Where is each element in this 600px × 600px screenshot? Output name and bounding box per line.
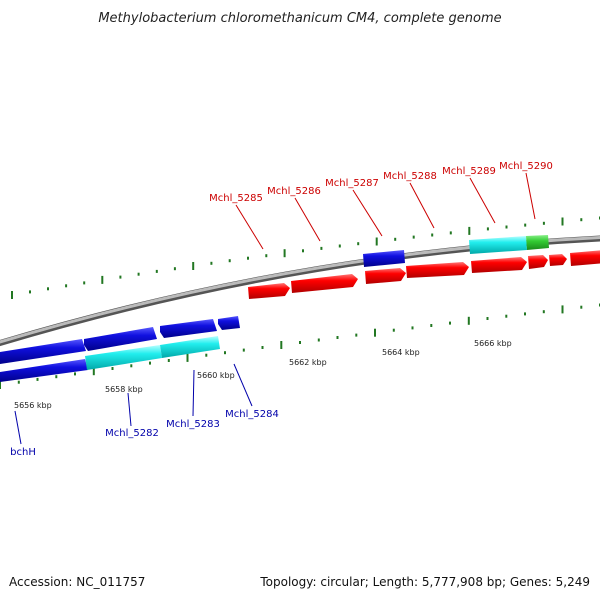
gene-reverse[interactable] <box>0 359 88 382</box>
kbp-label: 5662 kbp <box>289 358 327 367</box>
gene-highlight[interactable] <box>160 336 220 358</box>
gene-label-mchl-5289[interactable]: Mchl_5289 <box>442 166 496 177</box>
gene-highlight[interactable] <box>85 345 162 370</box>
gene-forward[interactable] <box>406 262 469 278</box>
forward-gene-labels: Mchl_5285 Mchl_5286 Mchl_5287 Mchl_5288 … <box>209 161 553 204</box>
gene-features <box>0 235 600 382</box>
gene-forward[interactable] <box>365 268 406 284</box>
gene-reverse[interactable] <box>160 319 217 338</box>
gene-label-bchh[interactable]: bchH <box>10 447 36 458</box>
gene-reverse[interactable] <box>0 339 86 364</box>
gene-highlight[interactable] <box>469 236 527 254</box>
gene-label-mchl-5282[interactable]: Mchl_5282 <box>105 428 159 439</box>
accession-text: Accession: NC_011757 <box>9 575 145 589</box>
gene-reverse[interactable] <box>363 250 405 267</box>
gene-forward[interactable] <box>549 254 567 266</box>
genome-summary-text: Topology: circular; Length: 5,777,908 bp… <box>259 575 590 589</box>
forward-strand-ticks <box>11 216 600 299</box>
gene-label-mchl-5290[interactable]: Mchl_5290 <box>499 161 553 172</box>
gene-forward[interactable] <box>248 283 290 299</box>
kbp-label: 5656 kbp <box>14 401 52 410</box>
reverse-gene-callouts <box>14 363 253 445</box>
forward-gene-callouts <box>235 172 536 250</box>
gene-forward[interactable] <box>528 255 548 269</box>
reverse-gene-labels: bchH Mchl_5282 Mchl_5283 Mchl_5284 <box>10 409 279 458</box>
kbp-label: 5658 kbp <box>105 385 143 394</box>
gene-rna[interactable] <box>526 235 549 250</box>
kbp-label: 5664 kbp <box>382 348 420 357</box>
kbp-ruler: 5656 kbp 5658 kbp 5660 kbp 5662 kbp 5664… <box>14 339 512 410</box>
gene-label-mchl-5288[interactable]: Mchl_5288 <box>383 171 437 182</box>
gene-forward[interactable] <box>291 274 358 293</box>
kbp-label: 5660 kbp <box>197 371 235 380</box>
gene-label-mchl-5286[interactable]: Mchl_5286 <box>267 186 321 197</box>
gene-forward[interactable] <box>471 257 527 273</box>
gene-forward[interactable] <box>570 250 600 266</box>
reverse-strand-ticks <box>0 303 600 389</box>
gene-label-mchl-5284[interactable]: Mchl_5284 <box>225 409 279 420</box>
gene-reverse[interactable] <box>84 327 157 351</box>
gene-label-mchl-5283[interactable]: Mchl_5283 <box>166 419 220 430</box>
gene-label-mchl-5285[interactable]: Mchl_5285 <box>209 193 263 204</box>
map-title: Methylobacterium chloromethanicum CM4, c… <box>98 11 501 26</box>
gene-label-mchl-5287[interactable]: Mchl_5287 <box>325 178 379 189</box>
kbp-label: 5666 kbp <box>474 339 512 348</box>
gene-reverse[interactable] <box>218 316 240 330</box>
